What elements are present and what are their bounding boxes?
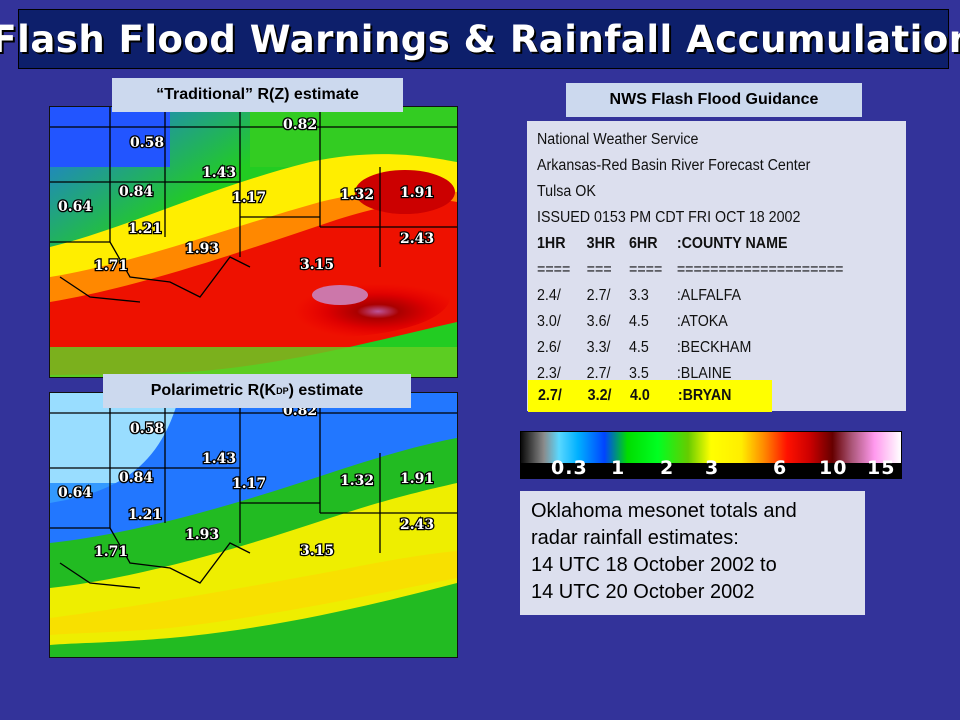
- slide-title: Flash Flood Warnings & Rainfall Accumula…: [0, 17, 960, 61]
- guidance-row: 2.6/ 3.3/ 4.5 :BECKHAM: [537, 339, 752, 356]
- guidance-row: 2.3/ 2.7/ 3.5 :BLAINE: [537, 365, 732, 382]
- rain-gauge-value: 3.15: [300, 257, 334, 273]
- rain-gauge-value: 1.71: [94, 544, 128, 560]
- guidance-column-headers: 1HR 3HR 6HR :COUNTY NAME: [537, 235, 788, 252]
- rain-gauge-value: 2.43: [400, 231, 434, 247]
- rain-gauge-value: 2.43: [400, 517, 434, 533]
- guidance-highlight-row: 2.7/ 3.2/ 4.0 :BRYAN: [528, 380, 772, 412]
- guidance-row: 2.4/ 2.7/ 3.3 :ALFALFA: [537, 287, 742, 304]
- rain-gauge-value: 1.91: [400, 471, 434, 487]
- traditional-estimate-label: “Traditional” R(Z) estimate: [112, 78, 403, 112]
- rain-gauge-value: 1.21: [128, 221, 162, 237]
- guidance-row: 3.0/ 3.6/ 4.5 :ATOKA: [537, 313, 728, 330]
- rain-gauge-value: 1.21: [128, 507, 162, 523]
- color-scale-tick: 0.3: [551, 457, 588, 479]
- color-scale-gradient: [521, 432, 901, 463]
- rain-gauge-value: 0.64: [58, 485, 92, 501]
- guidance-header-line: Arkansas-Red Basin River Forecast Center: [537, 157, 811, 174]
- title-bar: Flash Flood Warnings & Rainfall Accumula…: [0, 9, 960, 69]
- rain-gauge-value: 1.43: [202, 451, 236, 467]
- rain-gauge-value: 3.15: [300, 543, 334, 559]
- polarimetric-label-suffix: ) estimate: [288, 382, 364, 399]
- color-scale-tick: 15: [867, 457, 896, 479]
- polarimetric-label-prefix: Polarimetric R(K: [150, 382, 277, 399]
- color-scale-ticks: 0.3 1 2 3 6 10 15: [521, 457, 901, 478]
- rain-gauge-value: 1.93: [185, 241, 219, 257]
- color-scale-tick: 6: [773, 457, 788, 479]
- rain-gauge-value: 1.71: [94, 258, 128, 274]
- color-scale-tick: 1: [611, 457, 626, 479]
- guidance-text-panel: National Weather Service Arkansas-Red Ba…: [527, 121, 906, 411]
- rain-gauge-value: 1.32: [340, 473, 374, 489]
- rain-gauge-value: 0.82: [283, 117, 317, 133]
- guidance-header-line: National Weather Service: [537, 131, 699, 148]
- polarimetric-label-subscript: DP: [276, 386, 289, 396]
- guidance-header-line: ISSUED 0153 PM CDT FRI OCT 18 2002: [537, 209, 801, 226]
- rain-gauge-value: 0.84: [119, 184, 153, 200]
- guidance-separator: ==== === ==== ====================: [537, 261, 844, 278]
- rain-gauge-value: 0.84: [119, 470, 153, 486]
- traditional-rainfall-map: 0.82 0.58 1.43 0.64 0.84 1.17 1.32 1.91 1.21 1.93…: [49, 106, 458, 378]
- rainfall-color-scale: 0.3 1 2 3 6 10 15: [520, 431, 902, 479]
- mesonet-caption: Oklahoma mesonet totals and radar rainfa…: [520, 491, 865, 615]
- color-scale-tick: 3: [705, 457, 720, 479]
- rain-gauge-value: 0.58: [130, 135, 164, 151]
- rain-gauge-value: 0.64: [58, 199, 92, 215]
- polarimetric-rainfall-map: 0.82 0.58 1.43 0.64 0.84 1.17 1.32 1.91 1.21 1.93…: [49, 392, 458, 658]
- polarimetric-estimate-label: Polarimetric R(K DP) estimate: [103, 374, 411, 408]
- rain-gauge-value: 0.58: [130, 421, 164, 437]
- guidance-header-line: Tulsa OK: [537, 183, 596, 200]
- guidance-label: NWS Flash Flood Guidance: [566, 83, 862, 117]
- rain-gauge-value: 1.17: [232, 190, 266, 206]
- color-scale-tick: 2: [660, 457, 675, 479]
- rain-gauge-value: 1.91: [400, 185, 434, 201]
- rain-gauge-value: 1.93: [185, 527, 219, 543]
- color-scale-tick: 10: [819, 457, 848, 479]
- rain-gauge-value: 1.43: [202, 165, 236, 181]
- rain-gauge-value: 1.32: [340, 187, 374, 203]
- rain-gauge-value: 1.17: [232, 476, 266, 492]
